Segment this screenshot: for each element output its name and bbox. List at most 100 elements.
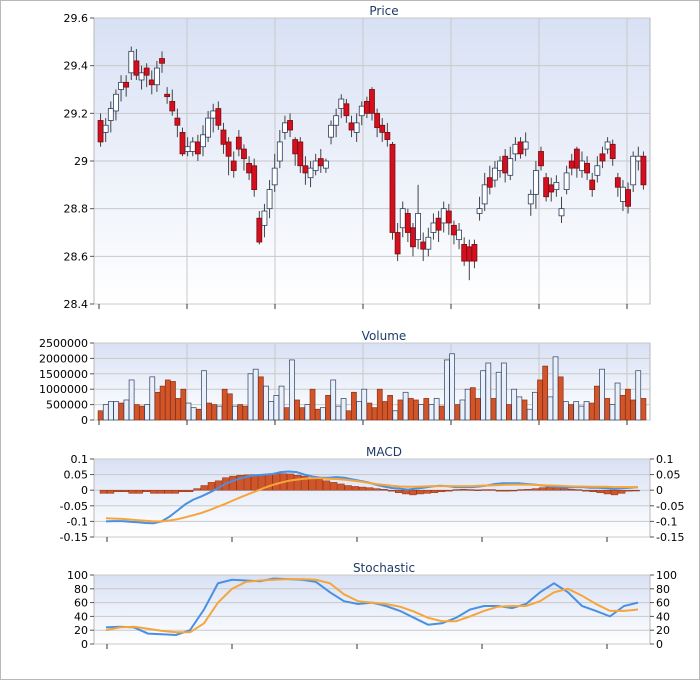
y-tick-label: -0.15 xyxy=(60,531,88,544)
volume-bar xyxy=(547,396,554,421)
y-tick-label: 60 xyxy=(74,597,88,610)
candle-body xyxy=(492,167,498,181)
macd-hist-bar xyxy=(438,489,446,493)
volume-bar xyxy=(232,405,238,421)
candle-body xyxy=(205,117,212,138)
candle-body xyxy=(143,67,150,76)
volume-bar xyxy=(289,359,295,421)
candle-body xyxy=(312,160,319,171)
candle-body xyxy=(282,122,288,133)
macd-hist-bar xyxy=(128,489,136,494)
candle-body xyxy=(543,177,550,198)
volume-bar xyxy=(263,385,269,421)
volume-bar xyxy=(387,395,393,421)
candle-body xyxy=(430,222,437,233)
candle-body xyxy=(466,246,473,262)
volume-bar xyxy=(485,362,492,421)
volume-bar xyxy=(335,405,342,421)
candle-body xyxy=(348,122,355,131)
candle-body xyxy=(625,189,631,207)
candle-body xyxy=(635,155,642,162)
candle-body xyxy=(338,98,345,109)
volume-bar xyxy=(128,379,135,421)
candle-body xyxy=(389,143,396,233)
volume-bar xyxy=(376,388,383,421)
volume-bar xyxy=(516,396,523,421)
macd-hist-bar xyxy=(373,488,381,491)
volume-bar xyxy=(402,391,409,421)
macd-hist-bar xyxy=(157,489,165,494)
candle-body xyxy=(384,131,391,140)
volume-bar xyxy=(97,410,104,421)
volume-bar xyxy=(428,404,435,421)
volume-bar xyxy=(154,391,161,421)
volume-bar xyxy=(149,376,156,421)
candle-body xyxy=(614,177,621,188)
y-tick-label-right: 0.1 xyxy=(656,453,674,466)
macd-hist-bar xyxy=(229,475,237,491)
candle-body xyxy=(532,170,539,195)
y-tick-label: 100 xyxy=(67,569,88,582)
candle-body xyxy=(210,110,217,119)
candle-body xyxy=(302,165,309,174)
candle-body xyxy=(307,167,314,179)
candle-body xyxy=(507,158,514,176)
y-tick-label: 0 xyxy=(81,638,88,651)
candle-body xyxy=(440,208,447,224)
volume-bar xyxy=(614,382,621,421)
candle-body xyxy=(584,162,591,174)
candle-body xyxy=(261,210,268,226)
macd-hist-bar xyxy=(610,489,619,496)
macd-hist-bar xyxy=(294,474,302,491)
volume-bar xyxy=(309,388,316,421)
volume-bar xyxy=(506,404,512,421)
volume-bar xyxy=(609,404,616,421)
volume-bar xyxy=(382,401,388,421)
candle-body xyxy=(169,101,176,112)
volume-bar xyxy=(144,404,150,421)
macd-hist-bar xyxy=(114,489,122,493)
candle-body xyxy=(102,124,109,133)
volume-bar xyxy=(423,398,430,421)
y-tick-label: 1000000 xyxy=(39,383,88,396)
candle-body xyxy=(481,184,488,205)
volume-bar xyxy=(521,399,528,421)
volume-bar xyxy=(635,370,642,421)
volume-bar xyxy=(268,401,275,421)
volume-bar xyxy=(563,401,569,421)
volume-bar xyxy=(495,371,502,421)
volume-bar xyxy=(418,404,424,421)
volume-bar xyxy=(170,381,176,421)
y-tick-label: 0.05 xyxy=(64,469,89,482)
macd-hist-bar xyxy=(510,489,518,492)
candle-body xyxy=(184,146,191,152)
volume-bar xyxy=(578,405,585,421)
y-tick-label: -0.1 xyxy=(67,515,88,528)
macd-hist-bar xyxy=(358,486,367,491)
y-tick-label: 80 xyxy=(74,583,88,596)
price-panel: Price 28.4 28.6 28.8 29 29.2 29.4 29.6 xyxy=(64,4,651,311)
volume-panel: Volume 0 500000 1000000 1500000 2000000 25000… xyxy=(39,329,651,427)
macd-hist-bar xyxy=(387,489,395,492)
candle-body xyxy=(568,160,575,169)
candle-body xyxy=(445,210,452,224)
volume-bar xyxy=(490,398,497,421)
candle-body xyxy=(220,129,227,145)
candle-body xyxy=(179,131,186,155)
candle-body xyxy=(246,162,252,174)
candle-body xyxy=(328,124,334,138)
candle-body xyxy=(620,186,626,202)
candle-body xyxy=(410,227,416,248)
macd-hist-bar xyxy=(186,489,194,493)
volume-bar xyxy=(190,407,197,421)
volume-bar xyxy=(164,379,171,421)
candle-body xyxy=(589,179,596,190)
candle-body xyxy=(297,141,304,167)
volume-bar xyxy=(159,385,166,421)
candle-body xyxy=(538,151,544,167)
candle-body xyxy=(456,229,462,241)
volume-bar xyxy=(392,410,399,421)
macd-hist-bar xyxy=(394,489,403,493)
price-title: Price xyxy=(369,4,398,18)
volume-bar xyxy=(537,379,543,421)
